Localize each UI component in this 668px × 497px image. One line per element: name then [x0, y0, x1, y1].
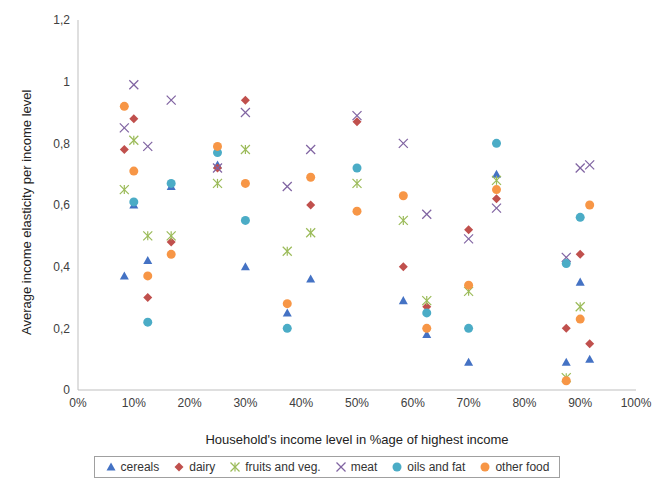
svg-text:60%: 60%	[401, 396, 425, 410]
html-text:cereals: cereals	[120, 460, 160, 474]
svg-text:1: 1	[63, 75, 70, 89]
svg-text:0%: 0%	[69, 396, 87, 410]
svg-text:10%: 10%	[122, 396, 146, 410]
svg-text:0: 0	[63, 383, 70, 397]
svg-text:30%: 30%	[233, 396, 257, 410]
html-text:fruits and veg.: fruits and veg.	[245, 460, 321, 474]
html-text:meat: meat	[350, 460, 378, 474]
svg-text:1,2: 1,2	[53, 13, 70, 27]
svg-text:90%: 90%	[568, 396, 592, 410]
svg-text:100%: 100%	[621, 396, 652, 410]
svg-text:Average income elasticity per: Average income elasticity per income lev…	[19, 89, 34, 335]
svg-text:0,6: 0,6	[53, 198, 70, 212]
svg-text:50%: 50%	[345, 396, 369, 410]
svg-text:0,2: 0,2	[53, 322, 70, 336]
svg-text:0,4: 0,4	[53, 260, 70, 274]
svg-text:20%: 20%	[178, 396, 202, 410]
html-text:other food: other food	[495, 460, 550, 474]
svg-text:Household's income level in %a: Household's income level in %age of high…	[205, 432, 508, 447]
svg-text:70%: 70%	[457, 396, 481, 410]
svg-text:80%: 80%	[512, 396, 536, 410]
svg-text:40%: 40%	[289, 396, 313, 410]
html-text:dairy: dairy	[189, 460, 216, 474]
html-text:oils and fat: oils and fat	[407, 460, 466, 474]
svg-text:0,8: 0,8	[53, 137, 70, 151]
